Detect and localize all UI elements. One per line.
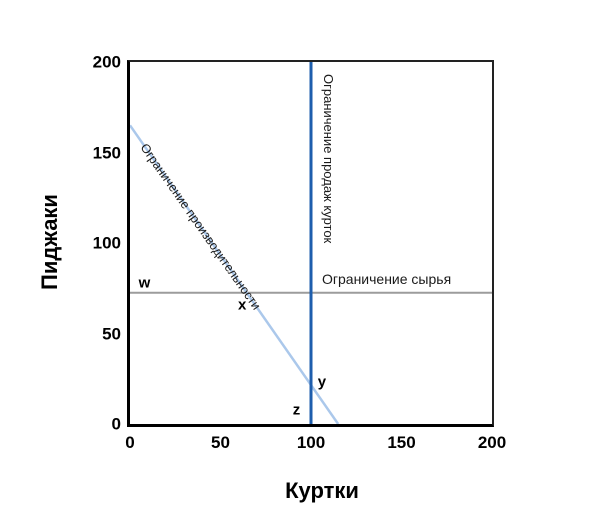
y-axis-title: Пиджаки xyxy=(37,194,62,290)
point-label-z: z xyxy=(292,401,301,419)
point-label-y: y xyxy=(317,373,327,391)
x-tick-label-0: 0 xyxy=(125,433,135,452)
productivity-constraint-line xyxy=(130,124,340,424)
plot-area: Ограничение сырья Ограничение производите… xyxy=(127,60,494,427)
x-tick-label-50: 50 xyxy=(211,433,230,452)
y-tick-label-50: 50 xyxy=(102,324,121,343)
y-tick-label-200: 200 xyxy=(92,52,121,72)
point-label-w: w xyxy=(138,274,151,292)
x-tick-label-150: 150 xyxy=(387,433,416,452)
constraint-lines-canvas xyxy=(130,62,492,424)
raw-material-constraint-label: Ограничение сырья xyxy=(322,271,452,287)
x-axis-title: Куртки xyxy=(285,478,359,503)
x-tick-label-200: 200 xyxy=(477,433,507,452)
point-label-x: x xyxy=(238,296,247,314)
y-tick-label-0: 0 xyxy=(111,414,121,434)
jacket-sales-constraint-label: Ограничение продаж курток xyxy=(321,74,336,244)
y-tick-label-100: 100 xyxy=(92,233,121,253)
x-tick-label-100: 100 xyxy=(296,433,326,452)
y-tick-label-150: 150 xyxy=(92,143,121,162)
